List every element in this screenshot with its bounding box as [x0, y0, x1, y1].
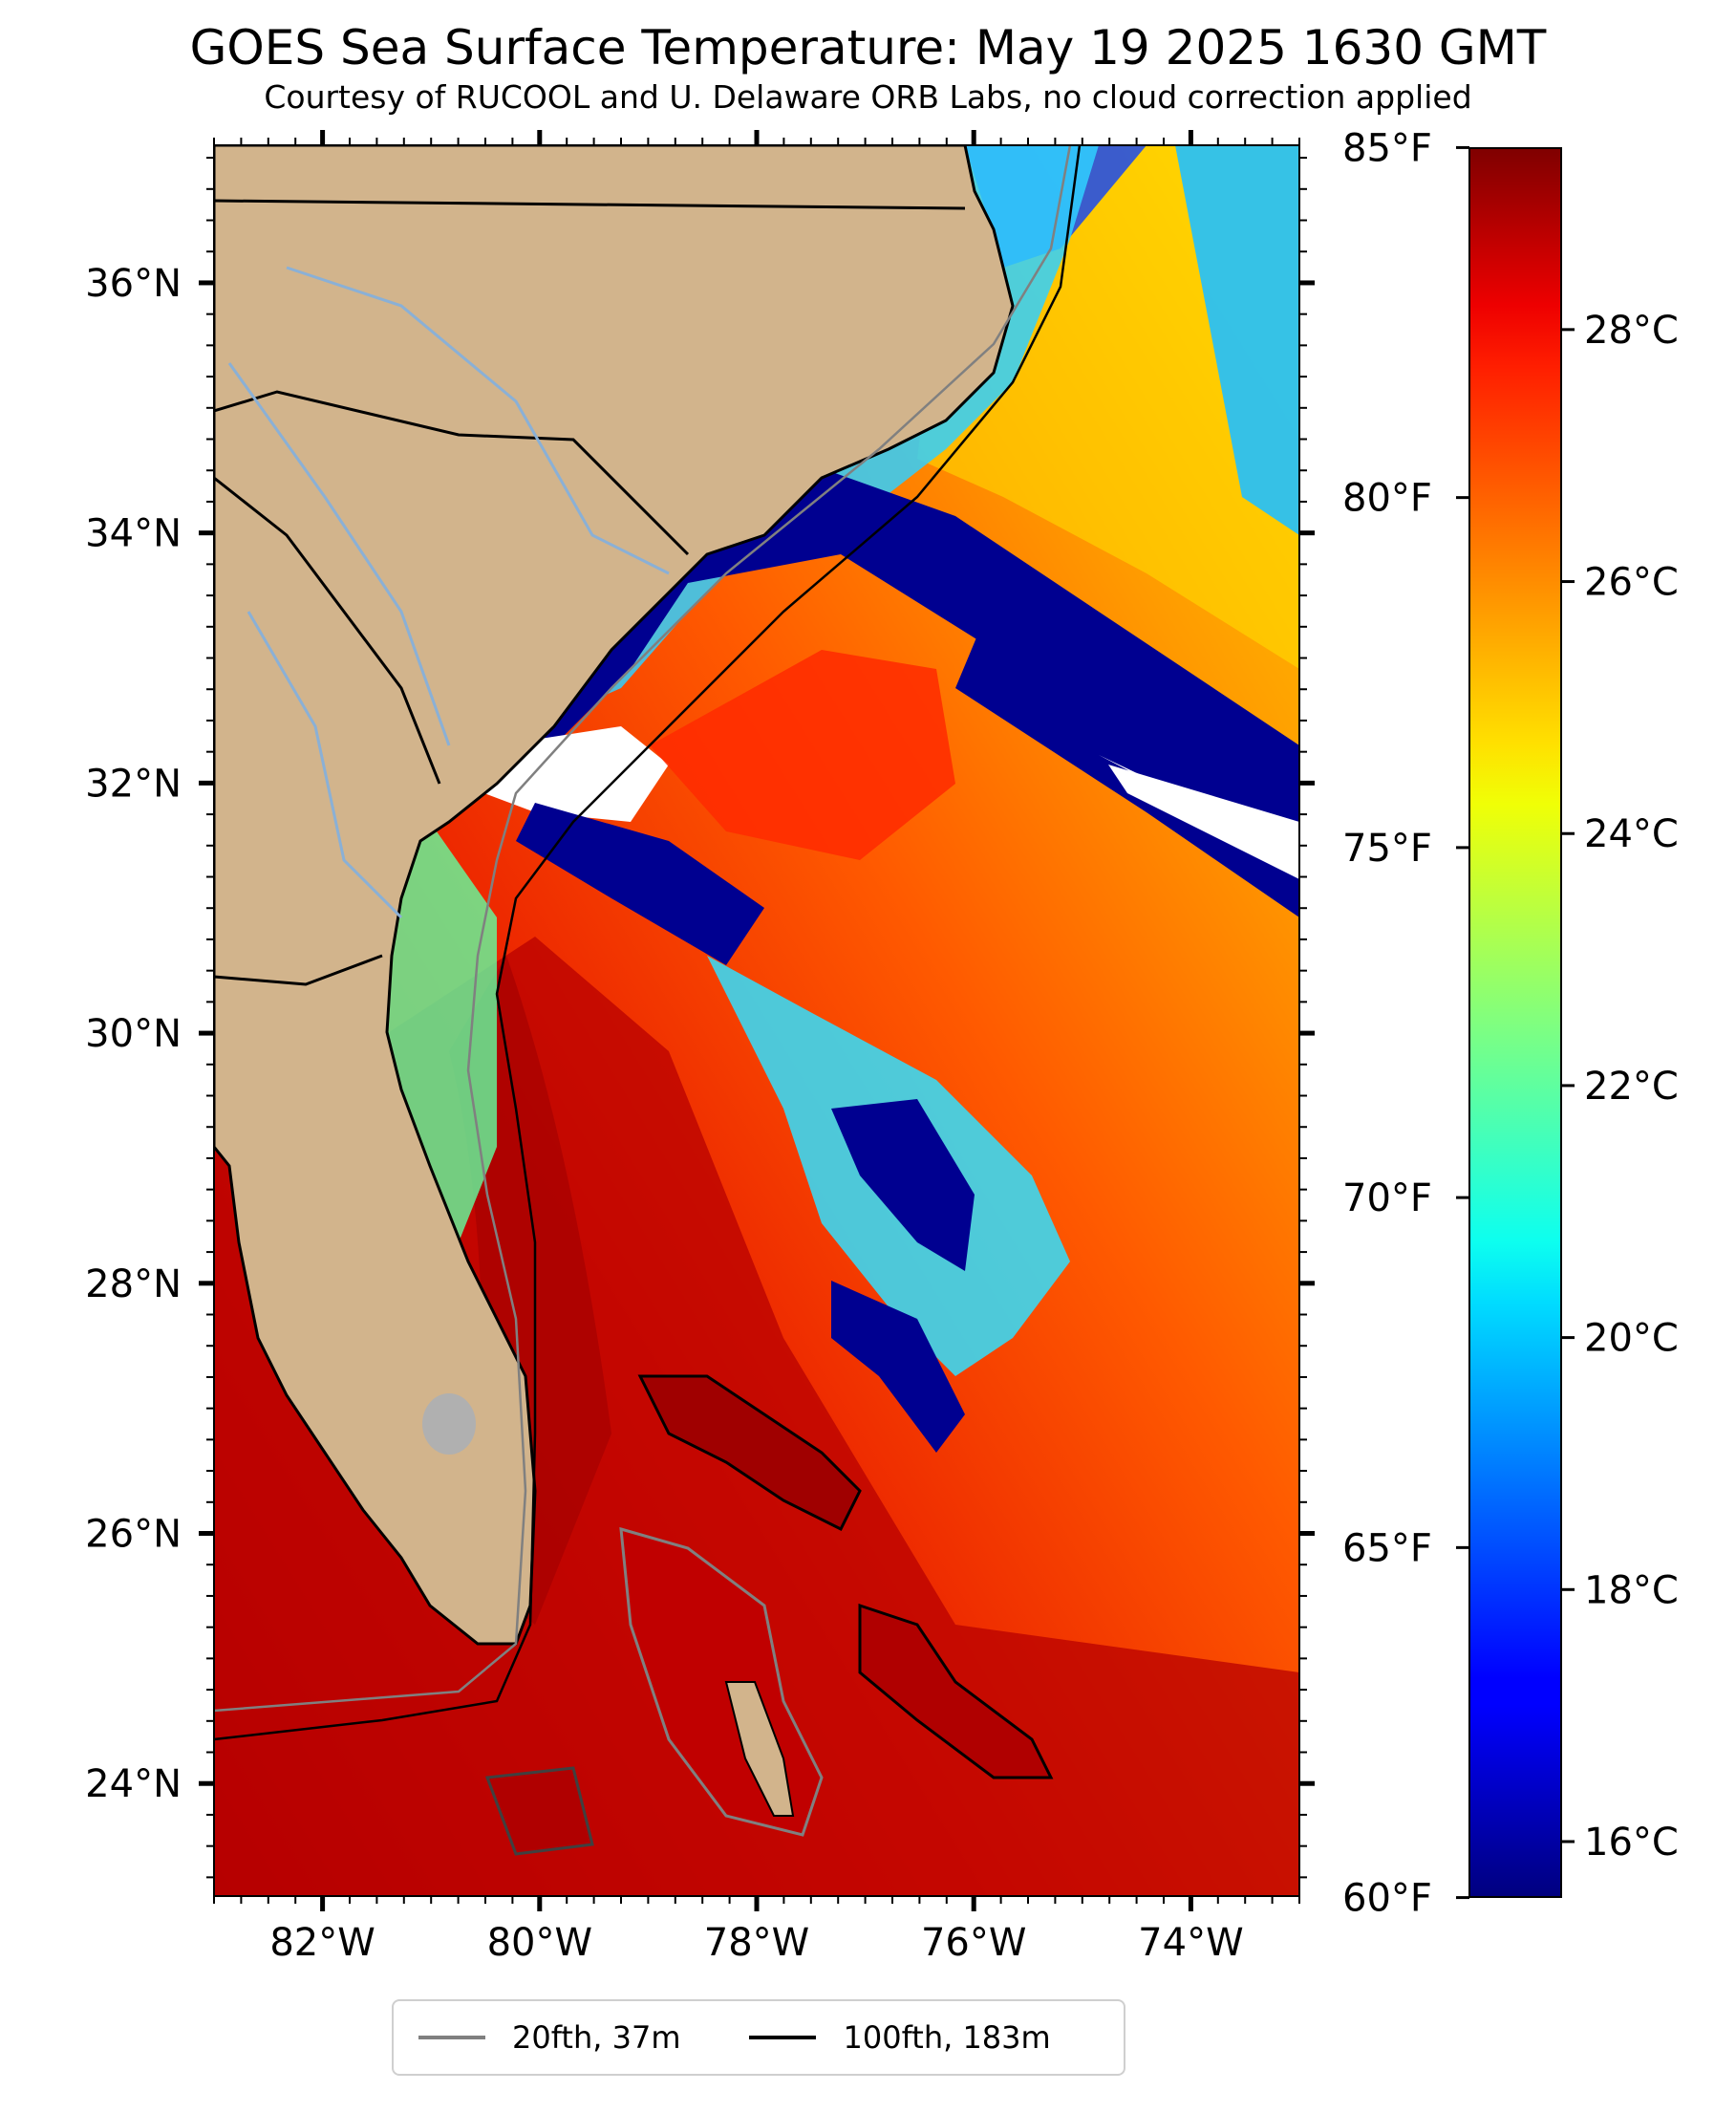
warm-eddy	[650, 650, 955, 860]
colorbar-axes: 16°C 18°C 20°C 22°C 24°C 26°C 28°C 60°F 65°F 70°F…	[1342, 126, 1679, 1920]
celsius-tick-label: 22°C	[1584, 1065, 1679, 1109]
celsius-tick-label: 24°C	[1584, 812, 1679, 856]
celsius-tick-label: 20°C	[1584, 1317, 1679, 1361]
little-bahama-bank	[637, 1374, 862, 1532]
no-data-strip	[1108, 765, 1299, 879]
fahrenheit-tick-label: 80°F	[1342, 477, 1432, 521]
andros-island	[724, 1681, 795, 1817]
fahrenheit-tick-label: 70°F	[1342, 1176, 1432, 1220]
colorbar	[1468, 147, 1562, 1898]
lon-tick-label: 82°W	[269, 1921, 375, 1965]
river	[227, 362, 451, 746]
lat-tick-label: 26°N	[85, 1513, 182, 1557]
isobath-100fth	[214, 145, 1082, 1741]
fahrenheit-tick-label: 60°F	[1342, 1877, 1432, 1921]
cold-band-georgia	[516, 803, 764, 965]
river	[246, 611, 403, 919]
legend-item-100fth: 100fth, 183m	[749, 2019, 1051, 2056]
map-subtitle: Courtesy of RUCOOL and U. Delaware ORB L…	[264, 78, 1472, 116]
lat-tick-label: 36°N	[85, 262, 182, 306]
cold-core-eddy	[831, 1099, 975, 1271]
lon-tick-label: 78°W	[704, 1921, 809, 1965]
celsius-tick-label: 18°C	[1584, 1568, 1679, 1612]
cold-upwelling-band	[535, 468, 1299, 812]
legend-swatch-100fth	[749, 2036, 817, 2039]
lat-tick-label: 34°N	[85, 512, 182, 556]
map-title: GOES Sea Surface Temperature: May 19 202…	[189, 20, 1547, 75]
legend-item-20fth: 20fth, 37m	[418, 2019, 680, 2056]
isobath-20fth	[214, 145, 1072, 1713]
legend-label-20fth: 20fth, 37m	[512, 2019, 681, 2056]
us-southeast-land	[214, 145, 1015, 1646]
river	[286, 266, 670, 575]
legend-swatch-20fth	[418, 2036, 485, 2039]
state-border-sc-ga	[214, 476, 441, 785]
lat-tick-label: 28°N	[85, 1262, 182, 1306]
lake-okeechobee	[422, 1393, 476, 1455]
fahrenheit-tick-label: 75°F	[1342, 827, 1432, 871]
cool-water-northeast	[1175, 145, 1299, 535]
lon-tick-label: 80°W	[487, 1921, 592, 1965]
fahrenheit-tick-label: 85°F	[1342, 126, 1432, 170]
celsius-tick-label: 28°C	[1584, 309, 1679, 353]
cay-sal-bank	[484, 1766, 594, 1856]
lon-tick-label: 76°W	[921, 1921, 1026, 1965]
lon-tick-label: 74°W	[1138, 1921, 1243, 1965]
map-axes: 82°W 80°W 78°W 76°W 74°W 24°N 26°N 28°N 30°N 32°N…	[85, 130, 1315, 1965]
isobath-legend: 20fth, 37m 100fth, 183m	[392, 1999, 1125, 2076]
celsius-tick-label: 16°C	[1584, 1821, 1679, 1865]
state-border-va-nc	[214, 199, 966, 210]
lat-tick-label: 30°N	[85, 1012, 182, 1056]
map-panel	[214, 145, 1299, 1896]
celsius-tick-label: 26°C	[1584, 561, 1679, 605]
bahamas-east	[858, 1603, 1054, 1779]
state-border-ga-fl	[214, 954, 383, 986]
legend-label-100fth: 100fth, 183m	[843, 2019, 1051, 2056]
cold-core-south	[831, 1281, 965, 1453]
lat-tick-label: 32°N	[85, 762, 182, 806]
lat-tick-label: 24°N	[85, 1762, 182, 1806]
fahrenheit-tick-label: 65°F	[1342, 1526, 1432, 1570]
